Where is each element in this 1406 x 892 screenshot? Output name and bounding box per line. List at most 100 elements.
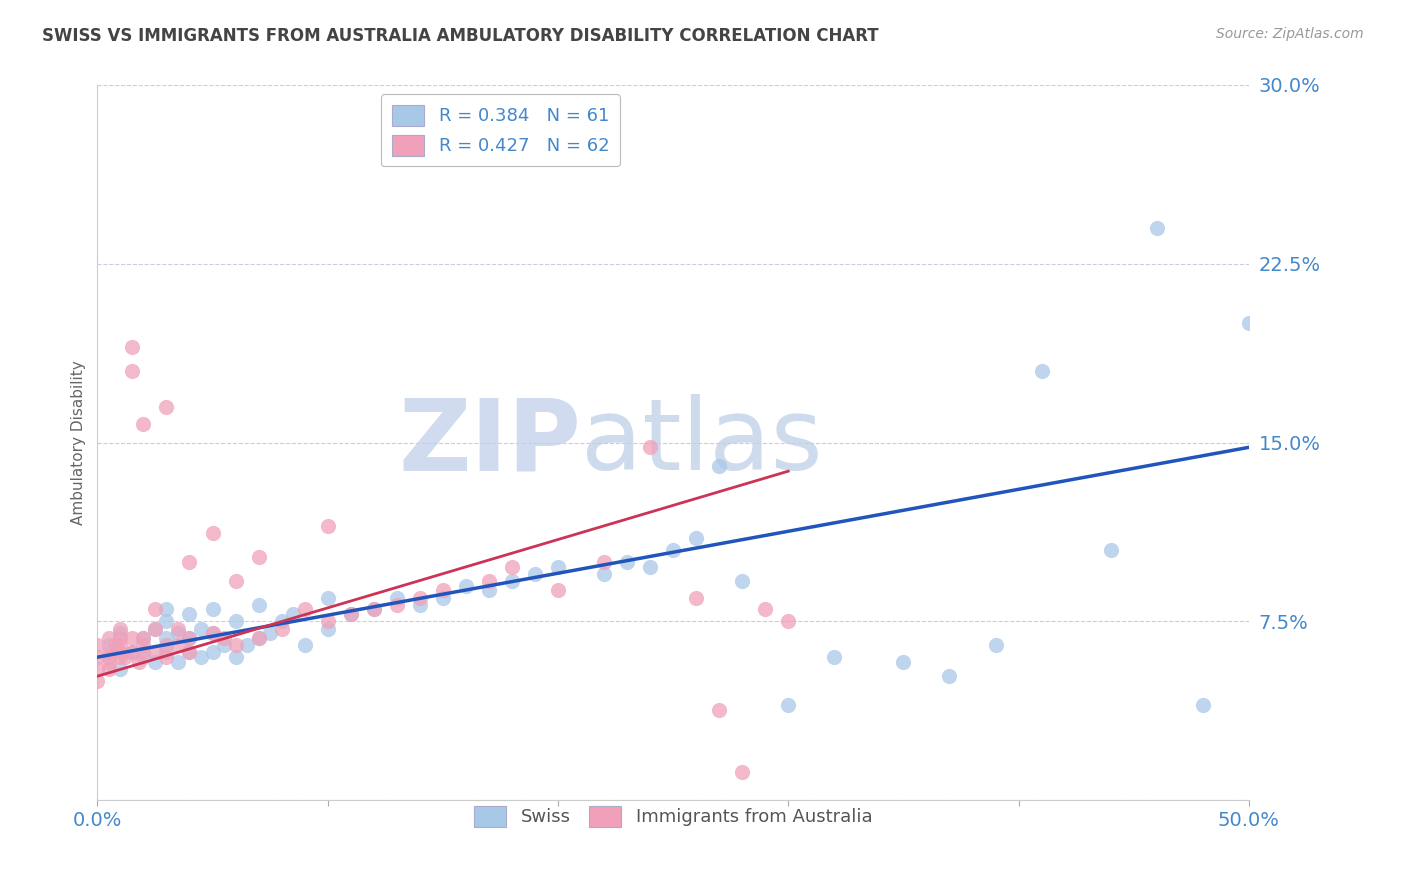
Point — [593, 555, 616, 569]
Point — [155, 650, 177, 665]
Point — [132, 631, 155, 645]
Point — [270, 615, 292, 629]
Point — [167, 626, 190, 640]
Point — [110, 626, 132, 640]
Point — [259, 626, 281, 640]
Point — [190, 650, 212, 665]
Point — [236, 638, 259, 652]
Point — [247, 631, 270, 645]
Point — [201, 626, 224, 640]
Point — [179, 631, 201, 645]
Point — [201, 526, 224, 541]
Point — [114, 650, 136, 665]
Point — [984, 638, 1007, 652]
Point — [167, 655, 190, 669]
Point — [281, 607, 304, 622]
Point — [155, 615, 177, 629]
Text: ZIP: ZIP — [398, 394, 581, 491]
Point — [1146, 221, 1168, 235]
Point — [97, 662, 120, 676]
Point — [501, 559, 523, 574]
Point — [1237, 317, 1260, 331]
Point — [143, 602, 166, 616]
Point — [823, 650, 845, 665]
Point — [731, 764, 754, 779]
Point — [143, 655, 166, 669]
Point — [179, 555, 201, 569]
Point — [212, 638, 235, 652]
Point — [432, 591, 454, 605]
Point — [685, 591, 707, 605]
Point — [247, 598, 270, 612]
Point — [363, 602, 385, 616]
Point — [110, 638, 132, 652]
Point — [247, 549, 270, 564]
Point — [179, 607, 201, 622]
Point — [155, 400, 177, 414]
Point — [121, 340, 143, 354]
Point — [432, 583, 454, 598]
Point — [201, 645, 224, 659]
Point — [86, 662, 108, 676]
Point — [523, 566, 546, 581]
Point — [128, 655, 150, 669]
Point — [707, 459, 730, 474]
Point — [121, 364, 143, 378]
Point — [294, 602, 316, 616]
Point — [97, 631, 120, 645]
Point — [167, 622, 190, 636]
Point — [86, 673, 108, 688]
Text: atlas: atlas — [581, 394, 823, 491]
Point — [143, 622, 166, 636]
Point — [385, 591, 408, 605]
Point — [86, 650, 108, 665]
Point — [179, 645, 201, 659]
Point — [938, 669, 960, 683]
Point — [1031, 364, 1053, 378]
Point — [778, 698, 800, 712]
Point — [167, 638, 190, 652]
Point — [97, 650, 120, 665]
Y-axis label: Ambulatory Disability: Ambulatory Disability — [72, 360, 86, 525]
Point — [778, 615, 800, 629]
Point — [363, 602, 385, 616]
Point — [121, 645, 143, 659]
Point — [155, 631, 177, 645]
Point — [143, 622, 166, 636]
Point — [225, 574, 247, 588]
Point — [316, 591, 339, 605]
Point — [225, 615, 247, 629]
Point — [155, 638, 177, 652]
Point — [685, 531, 707, 545]
Point — [707, 703, 730, 717]
Point — [225, 650, 247, 665]
Point — [339, 607, 361, 622]
Point — [385, 598, 408, 612]
Point — [547, 583, 569, 598]
Point — [179, 631, 201, 645]
Point — [110, 645, 132, 659]
Point — [270, 622, 292, 636]
Point — [662, 542, 685, 557]
Point — [132, 638, 155, 652]
Point — [104, 638, 127, 652]
Point — [179, 645, 201, 659]
Point — [1191, 698, 1213, 712]
Point — [893, 655, 915, 669]
Point — [121, 631, 143, 645]
Point — [212, 631, 235, 645]
Point — [97, 655, 120, 669]
Point — [731, 574, 754, 588]
Text: SWISS VS IMMIGRANTS FROM AUSTRALIA AMBULATORY DISABILITY CORRELATION CHART: SWISS VS IMMIGRANTS FROM AUSTRALIA AMBUL… — [42, 27, 879, 45]
Point — [547, 559, 569, 574]
Point — [409, 598, 432, 612]
Point — [132, 631, 155, 645]
Point — [190, 622, 212, 636]
Point — [225, 638, 247, 652]
Point — [97, 645, 120, 659]
Point — [638, 441, 661, 455]
Point — [616, 555, 638, 569]
Point — [121, 645, 143, 659]
Point — [110, 631, 132, 645]
Point — [478, 574, 501, 588]
